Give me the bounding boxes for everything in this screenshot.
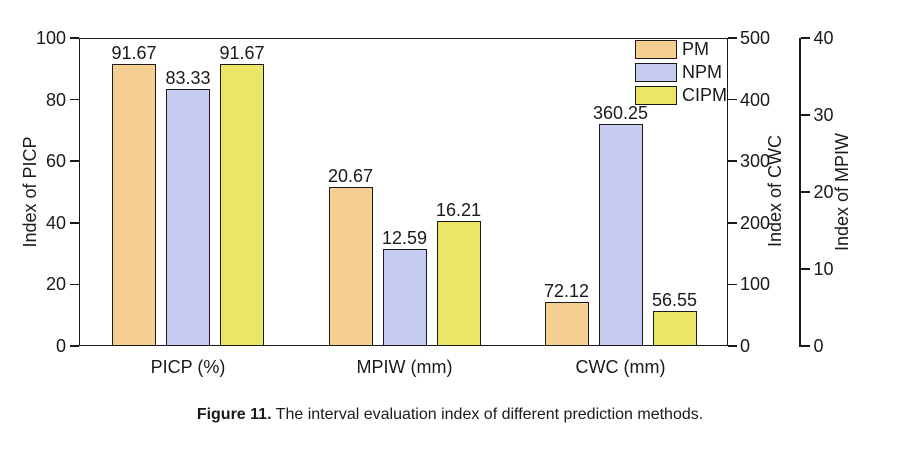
right-inner-axis-tick [728, 283, 737, 286]
left-axis-tick [70, 98, 79, 101]
right-inner-axis-tick-label: 200 [740, 212, 771, 233]
left-axis-tick-label: 60 [45, 151, 66, 172]
left-axis-tick [70, 37, 79, 39]
legend-row-cipm: CIPM [635, 86, 727, 105]
left-axis-tick-label: 0 [55, 336, 66, 356]
bar-npm-2 [382, 249, 427, 346]
right-inner-axis-tick [728, 37, 737, 39]
bar-value-label: 20.67 [327, 165, 374, 186]
category-label-3: CWC (mm) [575, 357, 666, 377]
bar-cipm-1 [220, 63, 264, 346]
right-inner-axis-title: Index of CWC [765, 134, 785, 248]
bar-value-label: 91.67 [111, 42, 157, 63]
right-inner-axis-tick [728, 160, 737, 163]
right-outer-axis-tick [800, 345, 810, 347]
bar-pm-1 [112, 63, 156, 346]
bar-npm-1 [166, 89, 210, 346]
category-label-2: MPIW (mm) [356, 357, 453, 377]
figure-caption-number: Figure 11. [196, 406, 272, 423]
bar-pm-2 [328, 186, 373, 346]
figure-caption-text: The interval evaluation index of differe… [271, 406, 704, 423]
bar-value-label: 56.55 [651, 290, 698, 311]
right-inner-axis-tick-label: 100 [740, 274, 771, 295]
right-outer-axis-tick-label: 10 [813, 259, 834, 279]
legend-label-cipm: CIPM [682, 85, 727, 105]
legend-row-pm: PM [635, 40, 727, 59]
chart-legend: PM NPM CIPM [635, 40, 727, 109]
left-axis-tick-label: 20 [45, 274, 66, 295]
left-axis-tick-label: 80 [45, 89, 66, 110]
bar-npm-3 [598, 124, 643, 346]
right-inner-axis-tick-label: 500 [740, 28, 771, 48]
right-outer-axis-tick [800, 37, 810, 39]
bar-value-label: 12.59 [381, 228, 428, 249]
left-axis-tick [70, 283, 79, 286]
legend-label-pm: PM [682, 39, 709, 59]
bar-pm-3 [544, 301, 589, 346]
right-outer-axis-title: Index of MPIW [832, 132, 852, 252]
right-inner-axis-tick [728, 221, 737, 224]
left-axis-tick [70, 221, 79, 224]
left-axis-tick [70, 160, 79, 163]
right-inner-axis-tick-label: 0 [740, 336, 751, 356]
right-outer-axis-tick [800, 268, 810, 270]
legend-row-npm: NPM [635, 63, 727, 82]
bar-value-label: 83.33 [165, 68, 211, 89]
right-outer-axis-tick-label: 20 [813, 182, 834, 202]
right-inner-axis-tick [728, 98, 737, 101]
right-outer-axis-tick [800, 191, 810, 193]
bar-value-label: 16.21 [435, 200, 482, 221]
bar-cipm-2 [436, 221, 481, 346]
bar-value-label: 72.12 [543, 280, 590, 301]
bar-cipm-3 [652, 311, 697, 346]
right-outer-axis-tick-label: 30 [813, 105, 834, 125]
legend-swatch-cipm [635, 86, 677, 105]
right-inner-axis-tick-label: 300 [740, 151, 771, 172]
right-inner-axis-tick-label: 400 [740, 89, 771, 110]
figure-caption: Figure 11. The interval evaluation index… [0, 406, 900, 424]
bar-value-label: 91.67 [219, 42, 265, 63]
left-axis-tick-label: 100 [35, 28, 66, 48]
left-axis-tick [70, 345, 79, 347]
legend-swatch-npm [635, 63, 677, 82]
right-inner-axis-tick [728, 345, 737, 347]
mpiw-axis-line [799, 38, 801, 347]
legend-label-npm: NPM [682, 62, 722, 82]
right-outer-axis-tick [800, 114, 810, 116]
right-outer-axis-tick-label: 40 [813, 28, 834, 48]
legend-swatch-pm [635, 40, 677, 59]
category-label-1: PICP (%) [150, 357, 226, 377]
bar-value-label: 360.25 [592, 103, 649, 124]
left-axis-tick-label: 40 [45, 212, 66, 233]
left-axis-title: Index of PICP [20, 136, 40, 248]
right-outer-axis-tick-label: 0 [813, 336, 824, 356]
